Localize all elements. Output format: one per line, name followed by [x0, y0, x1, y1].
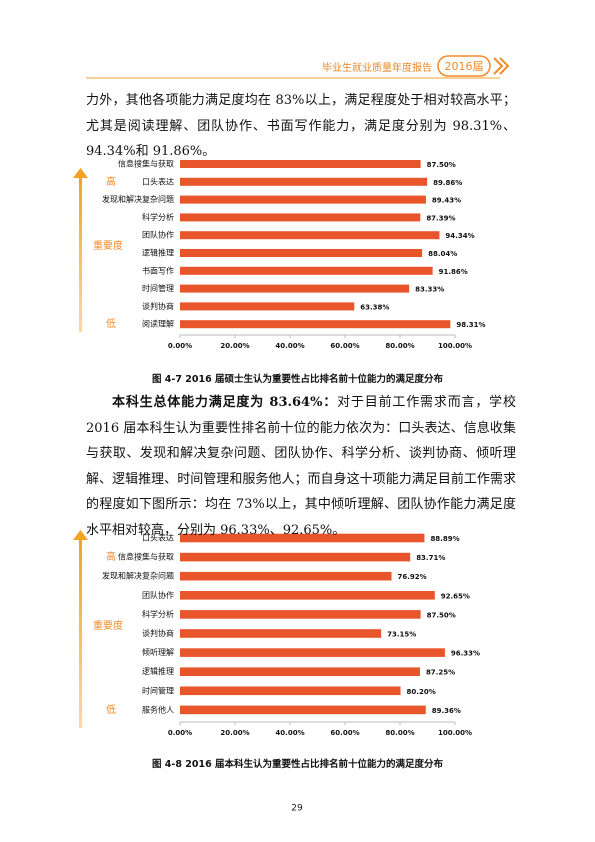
bar [180, 177, 428, 186]
category-label: 团队协作 [142, 590, 174, 600]
bar [180, 629, 382, 638]
x-tick-label: 0.00% [168, 729, 192, 737]
category-label: 口头表达 [142, 533, 174, 543]
bar [180, 571, 392, 581]
category-label: 团队协作 [142, 230, 174, 240]
side-label: 低 [106, 317, 116, 330]
value-label: 87.50% [427, 611, 456, 619]
bar [180, 320, 451, 329]
category-label: 时间管理 [142, 685, 174, 695]
category-label: 信息搜集与获取 [118, 552, 174, 562]
importance-arrow-head [73, 530, 88, 540]
category-label: 逻辑推理 [142, 248, 174, 258]
value-label: 96.33% [451, 650, 480, 658]
value-label: 76.92% [398, 573, 427, 581]
bar [180, 667, 420, 676]
x-tick-label: 40.00% [275, 342, 304, 350]
x-tick-label: 40.00% [275, 729, 304, 737]
importance-arrow-shaft [79, 538, 82, 728]
side-label: 低 [106, 703, 116, 716]
x-tick-label: 80.00% [385, 729, 414, 737]
category-label: 科学分析 [142, 609, 174, 619]
bar [180, 248, 423, 258]
paragraph-lead: 本科生总体能力满足度为 83.64%： [112, 395, 338, 410]
bar [180, 705, 426, 715]
bar [180, 533, 425, 543]
side-label: 高 [106, 550, 116, 563]
side-label: 重要度 [93, 619, 123, 632]
bar [180, 610, 421, 619]
category-label: 口头表达 [142, 176, 174, 186]
value-label: 87.25% [426, 669, 455, 677]
x-tick-label: 60.00% [330, 342, 359, 350]
value-label: 88.89% [430, 535, 459, 543]
bar [180, 591, 435, 600]
bar [180, 159, 421, 169]
page-number: 29 [291, 804, 303, 814]
value-label: 83.71% [416, 554, 445, 562]
bar [180, 266, 433, 275]
x-tick-label: 60.00% [330, 729, 359, 737]
category-label: 服务他人 [142, 704, 174, 714]
value-label: 73.15% [387, 631, 416, 639]
value-label: 89.86% [433, 179, 462, 187]
bar [180, 284, 410, 293]
header-badge-frame [437, 55, 491, 77]
value-label: 63.38% [360, 303, 389, 311]
header-chevrons [493, 57, 510, 75]
header-badge: 2016届 [445, 60, 484, 73]
value-label: 88.04% [428, 250, 457, 258]
paragraph: 力外，其他各项能力满足度均在 83%以上，满足程度处于相对较高水平；尤其是阅读理… [86, 93, 516, 159]
x-tick-label: 100.00% [438, 342, 472, 350]
category-label: 倾听理解 [142, 647, 174, 657]
value-label: 87.39% [426, 214, 455, 222]
bar [180, 195, 426, 204]
category-label: 谈判协商 [142, 628, 174, 638]
bar [180, 302, 355, 311]
category-label: 谈判协商 [142, 301, 174, 311]
side-label: 重要度 [93, 239, 123, 252]
importance-arrow-head [73, 168, 88, 178]
importance-arrow-shaft [79, 176, 82, 332]
value-label: 92.65% [441, 592, 470, 600]
category-label: 信息搜集与获取 [118, 159, 174, 169]
bar [180, 552, 411, 562]
value-label: 83.33% [415, 286, 444, 294]
header-title: 毕业生就业质量年度报告 [322, 61, 432, 74]
value-label: 94.34% [445, 232, 474, 240]
category-label: 书面写作 [142, 265, 174, 275]
paragraph: 本科生总体能力满足度为 83.64%：对于目前工作需求而言，学校 2016 届本… [86, 390, 516, 543]
value-label: 89.36% [432, 707, 461, 715]
category-label: 发现和解决复杂问题 [102, 194, 174, 204]
side-label: 高 [106, 175, 116, 188]
paragraph-text: 对于目前工作需求而言，学校 2016 届本科生认为重要性排名前十位的能力依次为：… [86, 395, 516, 538]
x-tick-label: 20.00% [220, 342, 249, 350]
x-tick-label: 100.00% [438, 729, 472, 737]
bar [180, 686, 401, 696]
x-tick-label: 0.00% [168, 342, 192, 350]
figure-caption: 图 4-7 2016 届硕士生认为重要性占比排名前十位能力的满足度分布 [151, 374, 444, 385]
x-tick-label: 80.00% [385, 342, 414, 350]
category-label: 发现和解决复杂问题 [102, 571, 174, 581]
value-label: 87.50% [427, 161, 456, 169]
value-label: 89.43% [432, 197, 461, 205]
bar [180, 213, 421, 222]
value-label: 91.86% [439, 268, 468, 276]
bar [180, 648, 445, 657]
x-tick-label: 20.00% [220, 729, 249, 737]
category-label: 科学分析 [142, 212, 174, 222]
figure-caption: 图 4-8 2016 届本科生认为重要性占比排名前十位能力的满足度分布 [151, 759, 444, 770]
value-label: 98.31% [456, 321, 485, 329]
category-label: 时间管理 [142, 283, 174, 293]
category-label: 逻辑推理 [142, 666, 174, 676]
value-label: 80.20% [407, 688, 436, 696]
bar [180, 231, 440, 240]
category-label: 阅读理解 [142, 319, 174, 329]
